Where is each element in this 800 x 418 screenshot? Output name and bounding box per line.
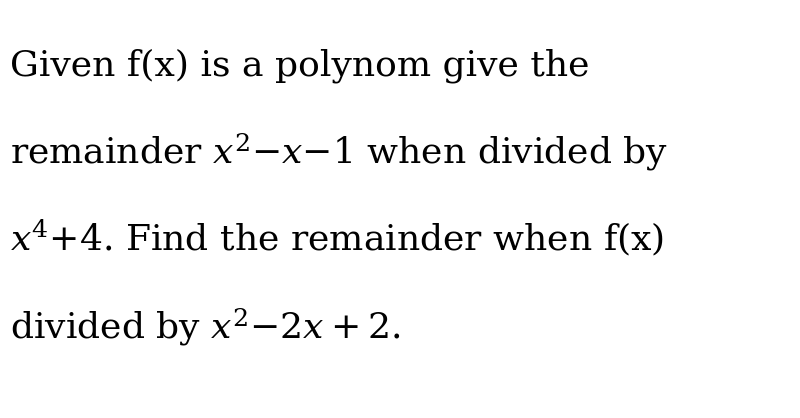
Text: remainder $x^{2}$$-$$x$$-$$1$ when divided by: remainder $x^{2}$$-$$x$$-$$1$ when divid… bbox=[10, 131, 669, 173]
Text: Given f(x) is a polynom give the: Given f(x) is a polynom give the bbox=[10, 48, 590, 83]
Text: divided by $x^{2}$$-2x+2$.: divided by $x^{2}$$-2x+2$. bbox=[10, 306, 401, 348]
Text: $x^{4}$$+4$. Find the remainder when f(x): $x^{4}$$+4$. Find the remainder when f(x… bbox=[10, 218, 665, 258]
